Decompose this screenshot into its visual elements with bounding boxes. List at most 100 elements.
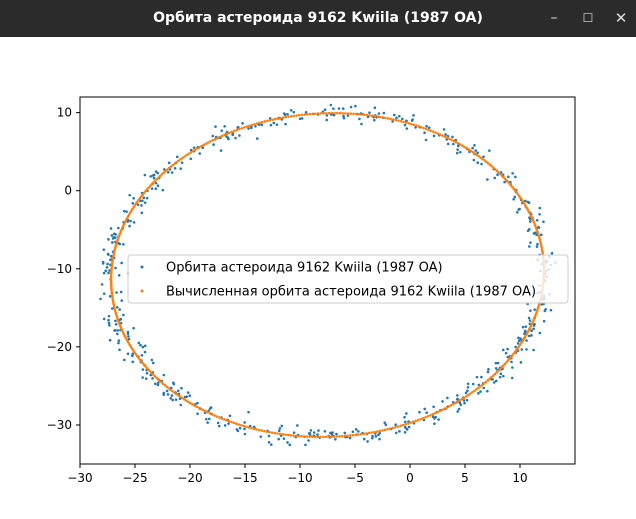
computed-point — [124, 219, 128, 222]
computed-point — [113, 246, 117, 250]
computed-point — [443, 135, 447, 138]
computed-point — [396, 425, 400, 428]
computed-point — [220, 417, 224, 420]
observed-point — [473, 143, 476, 147]
computed-point — [111, 297, 114, 300]
computed-point — [352, 112, 355, 116]
observed-point — [525, 339, 528, 342]
computed-point — [419, 125, 423, 129]
computed-point — [161, 382, 165, 386]
observed-point — [116, 329, 120, 332]
observed-point — [418, 410, 421, 414]
observed-point — [219, 149, 223, 152]
observed-point — [498, 375, 502, 379]
observed-point — [506, 347, 509, 351]
computed-point — [300, 434, 303, 438]
observed-point — [514, 345, 517, 349]
observed-point — [174, 398, 178, 401]
computed-point — [404, 422, 407, 426]
observed-point — [501, 374, 505, 378]
computed-point — [199, 407, 203, 411]
observed-point — [533, 308, 536, 311]
computed-point — [518, 343, 522, 346]
computed-point — [394, 118, 398, 122]
observed-point — [122, 209, 126, 213]
computed-point — [434, 131, 437, 134]
observed-point — [480, 375, 483, 379]
observed-point — [150, 187, 154, 190]
observed-point — [452, 142, 455, 146]
computed-point — [189, 401, 192, 405]
observed-point — [405, 427, 408, 431]
observed-point — [533, 322, 536, 326]
observed-point — [511, 366, 514, 369]
observed-point — [143, 201, 147, 204]
computed-point — [109, 283, 113, 286]
computed-point — [110, 270, 113, 274]
computed-point — [537, 304, 540, 308]
observed-point — [515, 210, 519, 214]
observed-point — [170, 171, 174, 174]
computed-point — [200, 144, 203, 148]
observed-point — [236, 126, 240, 129]
computed-point — [174, 392, 178, 396]
observed-point — [549, 308, 553, 312]
observed-point — [312, 431, 316, 434]
computed-point — [376, 115, 379, 118]
observed-point — [446, 396, 449, 400]
computed-point — [169, 388, 172, 391]
computed-point — [441, 134, 444, 137]
computed-point — [541, 252, 544, 255]
observed-point — [343, 431, 347, 435]
computed-point — [316, 435, 320, 439]
computed-point — [471, 150, 475, 154]
observed-point — [259, 435, 263, 438]
computed-point — [113, 309, 117, 312]
computed-point — [138, 196, 142, 200]
close-button[interactable]: ✕ — [614, 9, 628, 27]
observed-point — [227, 422, 230, 425]
computed-point — [112, 305, 116, 308]
observed-point — [152, 176, 156, 180]
computed-point — [473, 152, 477, 155]
minimize-button[interactable]: – — [550, 10, 558, 26]
observed-point — [111, 241, 114, 244]
observed-point — [525, 348, 528, 351]
maximize-button[interactable]: ☐ — [582, 11, 594, 25]
computed-point — [316, 112, 320, 115]
computed-point — [338, 435, 341, 438]
observed-point — [129, 219, 132, 223]
computed-point — [118, 232, 122, 236]
computed-point — [536, 232, 540, 235]
window-title: Орбита астероида 9162 Kwiila (1987 OA) — [153, 10, 483, 26]
computed-point — [184, 399, 188, 402]
computed-point — [121, 224, 125, 228]
observed-point — [188, 394, 192, 398]
observed-point — [114, 329, 117, 332]
observed-point — [494, 379, 498, 383]
observed-point — [226, 136, 230, 140]
computed-point — [325, 111, 328, 115]
observed-point — [472, 158, 476, 162]
computed-point — [182, 397, 186, 401]
legend-marker-observed — [140, 265, 144, 269]
observed-point — [530, 329, 533, 333]
x-tick-label: 5 — [461, 471, 469, 485]
computed-point — [354, 112, 358, 116]
computed-point — [477, 154, 481, 158]
observed-point — [198, 152, 202, 155]
computed-point — [314, 112, 317, 116]
computed-point — [365, 113, 369, 117]
legend-label-observed: Орбита астероида 9162 Kwiila (1987 OA) — [166, 261, 443, 276]
computed-point — [349, 434, 352, 437]
computed-point — [276, 117, 280, 120]
observed-point — [529, 309, 532, 312]
computed-point — [515, 348, 518, 352]
computed-point — [158, 174, 162, 178]
computed-point — [501, 364, 505, 368]
observed-point — [532, 327, 535, 331]
computed-point — [116, 319, 120, 322]
computed-point — [427, 128, 430, 132]
computed-point — [381, 116, 385, 119]
computed-point — [495, 371, 498, 374]
